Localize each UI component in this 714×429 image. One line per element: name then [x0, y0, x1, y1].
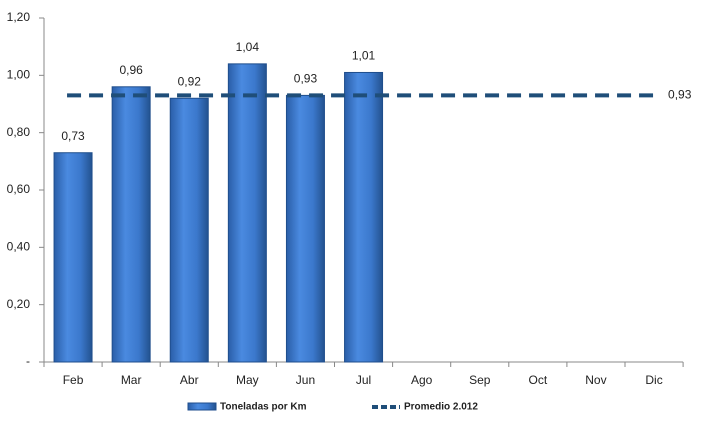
- y-tick-label: 0,80: [7, 125, 31, 139]
- data-label: 0,96: [119, 63, 143, 77]
- bar: [53, 152, 93, 363]
- y-tick-label: 1,20: [7, 10, 31, 24]
- legend-label: Promedio 2.012: [404, 402, 478, 413]
- bar: [344, 71, 384, 363]
- bar: [227, 63, 267, 363]
- x-tick-label: Sep: [469, 373, 491, 387]
- x-tick-label: Mar: [121, 373, 142, 387]
- x-tick-label: Jun: [296, 373, 315, 387]
- data-label: 1,01: [352, 49, 376, 63]
- x-tick-label: Feb: [63, 373, 84, 387]
- data-label: 0,73: [61, 129, 85, 143]
- x-tick-label: May: [236, 373, 259, 387]
- x-tick-label: Oct: [529, 373, 548, 387]
- x-tick-label: Dic: [645, 373, 662, 387]
- y-tick-label: 1,00: [7, 68, 31, 82]
- x-tick-label: Abr: [180, 373, 199, 387]
- bar: [285, 94, 325, 363]
- x-tick-label: Nov: [585, 373, 606, 387]
- y-tick-label: -: [26, 354, 30, 368]
- bar: [169, 97, 209, 363]
- x-tick-label: Jul: [356, 373, 371, 387]
- legend-label: Toneladas por Km: [220, 402, 307, 413]
- x-tick-label: Ago: [411, 373, 433, 387]
- legend-swatch: [187, 402, 217, 411]
- bar: [111, 86, 151, 363]
- y-tick-label: 0,60: [7, 182, 31, 196]
- data-label: 0,92: [178, 74, 202, 88]
- y-tick-label: 0,20: [7, 297, 31, 311]
- data-label: 0,93: [668, 88, 692, 102]
- data-label: 0,93: [294, 72, 318, 86]
- y-tick-label: 0,40: [7, 240, 31, 254]
- data-label: 1,04: [236, 40, 260, 54]
